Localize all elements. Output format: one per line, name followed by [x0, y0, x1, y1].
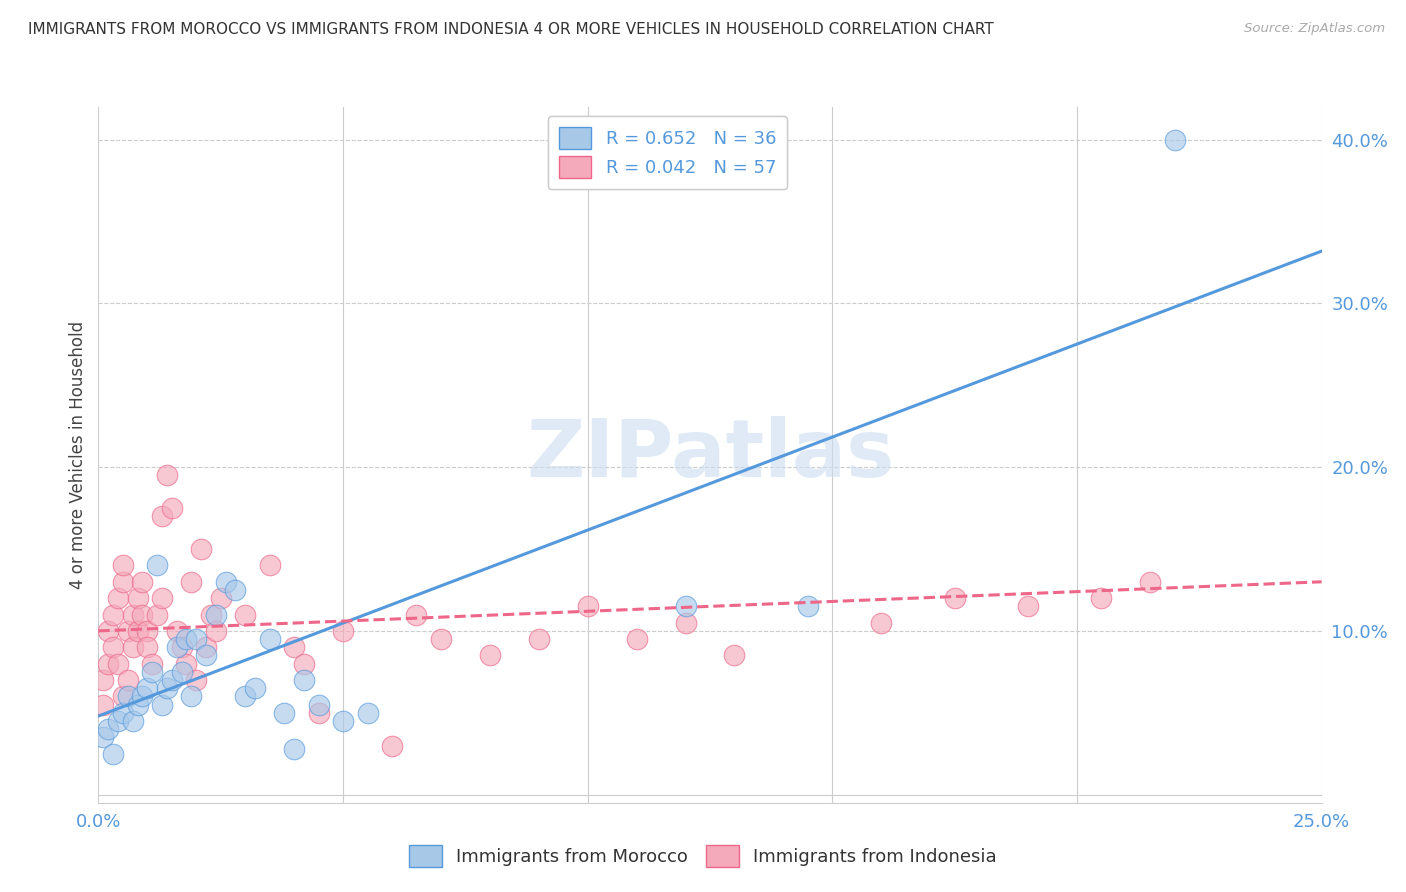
- Point: [101, 607, 124, 622]
- Point: [141, 657, 163, 671]
- Point: [131, 607, 153, 622]
- Point: [146, 607, 169, 622]
- Text: IMMIGRANTS FROM MOROCCO VS IMMIGRANTS FROM INDONESIA 4 OR MORE VEHICLES IN HOUSE: IMMIGRANTS FROM MOROCCO VS IMMIGRANTS FR…: [28, 22, 994, 37]
- Point: [111, 690, 134, 704]
- Point: [430, 632, 453, 646]
- Point: [111, 706, 134, 720]
- Point: [141, 665, 163, 679]
- Point: [723, 648, 745, 663]
- Point: [150, 591, 173, 606]
- Point: [117, 690, 139, 704]
- Point: [186, 673, 208, 687]
- Point: [121, 714, 143, 728]
- Point: [332, 714, 354, 728]
- Text: Source: ZipAtlas.com: Source: ZipAtlas.com: [1244, 22, 1385, 36]
- Point: [209, 591, 232, 606]
- Point: [176, 632, 198, 646]
- Point: [111, 574, 134, 589]
- Point: [332, 624, 354, 638]
- Point: [233, 607, 256, 622]
- Point: [160, 673, 183, 687]
- Point: [292, 657, 315, 671]
- Point: [675, 615, 697, 630]
- Text: ZIPatlas: ZIPatlas: [526, 416, 894, 494]
- Point: [107, 591, 129, 606]
- Point: [127, 624, 149, 638]
- Point: [136, 640, 159, 655]
- Point: [150, 509, 173, 524]
- Y-axis label: 4 or more Vehicles in Household: 4 or more Vehicles in Household: [69, 321, 87, 589]
- Point: [91, 673, 114, 687]
- Point: [273, 706, 295, 720]
- Point: [195, 640, 218, 655]
- Point: [186, 632, 208, 646]
- Point: [797, 599, 820, 614]
- Point: [626, 632, 648, 646]
- Point: [156, 681, 179, 696]
- Point: [1090, 591, 1112, 606]
- Legend: Immigrants from Morocco, Immigrants from Indonesia: Immigrants from Morocco, Immigrants from…: [402, 838, 1004, 874]
- Point: [107, 657, 129, 671]
- Legend: R = 0.652   N = 36, R = 0.042   N = 57: R = 0.652 N = 36, R = 0.042 N = 57: [548, 116, 787, 189]
- Point: [675, 599, 697, 614]
- Point: [127, 591, 149, 606]
- Point: [101, 747, 124, 761]
- Point: [356, 706, 378, 720]
- Point: [259, 632, 281, 646]
- Point: [195, 648, 218, 663]
- Point: [576, 599, 599, 614]
- Point: [205, 624, 228, 638]
- Point: [233, 690, 256, 704]
- Point: [200, 607, 222, 622]
- Point: [180, 690, 202, 704]
- Point: [170, 640, 193, 655]
- Point: [121, 640, 143, 655]
- Point: [1139, 574, 1161, 589]
- Point: [97, 624, 120, 638]
- Point: [1017, 599, 1039, 614]
- Point: [176, 657, 198, 671]
- Point: [107, 714, 129, 728]
- Point: [214, 574, 236, 589]
- Point: [166, 624, 188, 638]
- Point: [1164, 133, 1187, 147]
- Point: [405, 607, 427, 622]
- Point: [381, 739, 404, 753]
- Point: [224, 582, 246, 597]
- Point: [243, 681, 266, 696]
- Point: [136, 681, 159, 696]
- Point: [205, 607, 228, 622]
- Point: [259, 558, 281, 573]
- Point: [97, 722, 120, 736]
- Point: [190, 542, 212, 557]
- Point: [121, 607, 143, 622]
- Point: [111, 558, 134, 573]
- Point: [97, 657, 120, 671]
- Point: [127, 698, 149, 712]
- Point: [91, 698, 114, 712]
- Point: [870, 615, 893, 630]
- Point: [117, 673, 139, 687]
- Point: [478, 648, 501, 663]
- Point: [527, 632, 550, 646]
- Point: [180, 574, 202, 589]
- Point: [156, 468, 179, 483]
- Point: [283, 741, 305, 756]
- Point: [166, 640, 188, 655]
- Point: [170, 665, 193, 679]
- Point: [131, 574, 153, 589]
- Point: [150, 698, 173, 712]
- Point: [117, 624, 139, 638]
- Point: [91, 731, 114, 745]
- Point: [146, 558, 169, 573]
- Point: [308, 698, 330, 712]
- Point: [283, 640, 305, 655]
- Point: [136, 624, 159, 638]
- Point: [308, 706, 330, 720]
- Point: [943, 591, 966, 606]
- Point: [131, 690, 153, 704]
- Point: [101, 640, 124, 655]
- Point: [292, 673, 315, 687]
- Point: [160, 501, 183, 516]
